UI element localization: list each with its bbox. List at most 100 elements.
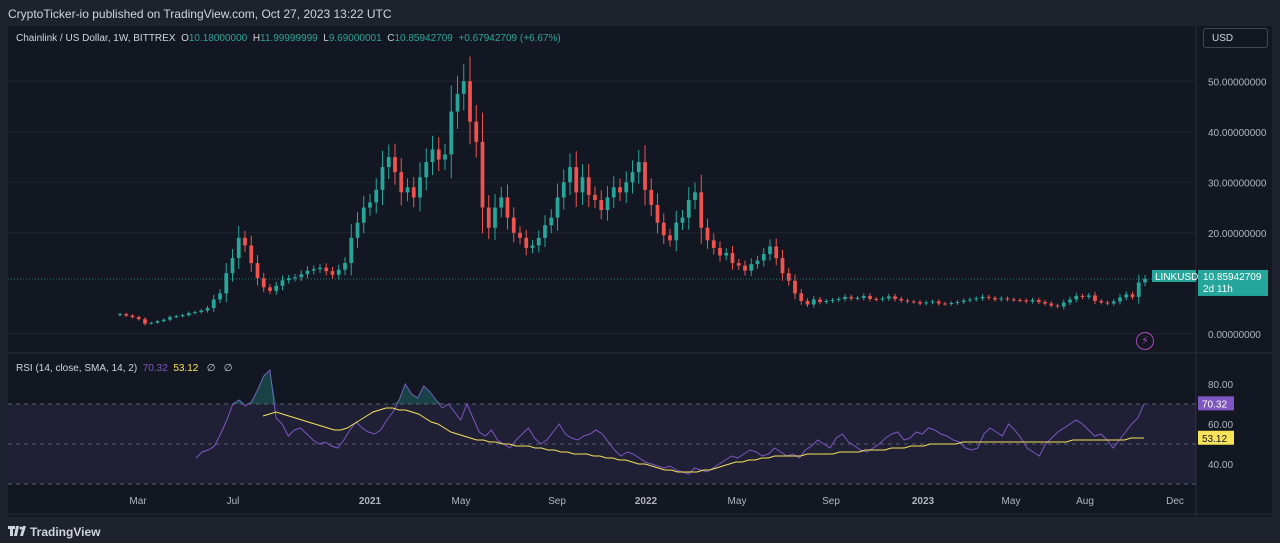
candle-body <box>211 299 216 309</box>
price-tick-label: 30.00000000 <box>1208 178 1267 189</box>
candle-body <box>1105 302 1110 304</box>
candle-body <box>749 264 754 271</box>
candle-body <box>918 301 922 304</box>
rsi-overbought-fill <box>417 386 424 404</box>
candle-body <box>205 308 210 311</box>
candle-body <box>505 197 510 218</box>
candle-body <box>561 182 566 198</box>
candle-body <box>955 301 960 303</box>
rsi-overbought-fill <box>411 394 418 404</box>
publish-bar: CryptoTicker-io published on TradingView… <box>0 0 1280 26</box>
rsi-overbought-fill <box>269 370 277 404</box>
rsi-overbought-fill <box>263 370 270 404</box>
rsi-overbought-fill <box>436 400 443 404</box>
candles-group <box>118 56 1147 326</box>
candle-body <box>386 157 391 168</box>
candle-body <box>818 299 822 302</box>
rsi-overbought-fill <box>399 384 406 404</box>
rsi-extra-2: ∅ <box>223 363 233 374</box>
candle-body <box>493 207 497 228</box>
candle-body <box>180 315 185 317</box>
candle-body <box>849 296 854 299</box>
candle-body <box>486 207 491 228</box>
candle-body <box>330 271 335 275</box>
candle-body <box>861 295 866 298</box>
candle-body <box>461 81 466 94</box>
candle-body <box>680 217 685 223</box>
time-tick-label: Dec <box>1166 496 1184 507</box>
candle-body <box>636 162 641 173</box>
candle-body <box>299 274 304 278</box>
series-name-tag <box>1152 269 1196 282</box>
candle-body <box>236 237 241 259</box>
tradingview-brand: TradingView <box>30 525 101 539</box>
candle-body <box>1074 295 1079 300</box>
candle-body <box>555 197 560 218</box>
candle-body <box>1018 299 1022 301</box>
candle-body <box>805 300 810 305</box>
rsi-value-tag <box>1198 396 1234 411</box>
candle-body <box>399 172 404 193</box>
chart-canvas[interactable]: 50.00000000 40.00000000 30.00000000 20.0000… <box>8 26 1272 517</box>
close-label: C <box>387 33 395 44</box>
candle-body <box>280 280 285 286</box>
candle-body <box>324 267 329 272</box>
candle-body <box>418 177 422 198</box>
time-tick-label: May <box>452 496 471 507</box>
rsi-sma-line <box>262 407 1144 473</box>
time-tick-label: Sep <box>548 496 566 507</box>
footer-bar: TradingView <box>0 517 1280 543</box>
candle-body <box>1068 299 1072 303</box>
high-value: 11.99999999 <box>260 33 318 44</box>
rsi-sma-label: 53.12 <box>1202 434 1227 445</box>
lightning-icon[interactable]: ⚡ <box>1136 332 1154 350</box>
candle-body <box>1093 295 1097 301</box>
candle-body <box>130 315 135 318</box>
rsi-sma-value: 53.12 <box>173 363 199 374</box>
candle-body <box>824 300 829 302</box>
rsi-value-label: 70.32 <box>1202 399 1227 410</box>
candle-body <box>1118 297 1122 302</box>
symbol-name: Chainlink / US Dollar, 1W, BITTREX <box>16 33 176 44</box>
currency-button[interactable]: USD <box>1203 28 1268 48</box>
candle-body <box>1024 300 1029 302</box>
candle-body <box>468 81 472 122</box>
candle-body <box>1049 303 1054 306</box>
candle-body <box>224 273 229 294</box>
candle-body <box>318 267 322 270</box>
low-label: L <box>323 33 329 44</box>
rsi-overbought-fill <box>245 402 252 404</box>
candle-body <box>1005 298 1010 300</box>
candle-body <box>449 111 454 155</box>
candle-body <box>161 319 166 322</box>
open-label: O <box>181 33 189 44</box>
candle-body <box>499 197 504 208</box>
candle-body <box>1099 300 1104 303</box>
candle-body <box>980 296 985 299</box>
candle-body <box>286 278 291 281</box>
candle-body <box>311 269 316 271</box>
candle-body <box>655 205 660 223</box>
candle-body <box>624 182 629 193</box>
candle-body <box>361 207 366 223</box>
candle-body <box>605 197 610 211</box>
rsi-overbought-fill <box>392 400 400 404</box>
time-tick-label: Sep <box>822 496 840 507</box>
time-tick-label: Jul <box>227 496 240 507</box>
candle-body <box>1061 302 1066 307</box>
candle-body <box>599 199 604 211</box>
rsi-overbought-fill <box>257 376 264 404</box>
chart-pane[interactable]: 50.00000000 40.00000000 30.00000000 20.0000… <box>8 26 1272 517</box>
candle-body <box>968 299 972 301</box>
candle-body <box>743 265 747 271</box>
time-tick-label: 2021 <box>359 496 382 507</box>
tradingview-logo-icon <box>8 526 26 536</box>
candle-body <box>905 300 910 302</box>
candle-body <box>930 301 935 303</box>
candle-body <box>711 240 716 248</box>
candle-body <box>943 303 947 305</box>
candle-body <box>799 293 804 301</box>
candle-body <box>193 312 197 314</box>
candle-body <box>424 162 429 178</box>
rsi-legend: RSI (14, close, SMA, 14, 2) 70.32 53.12 … <box>16 363 232 374</box>
